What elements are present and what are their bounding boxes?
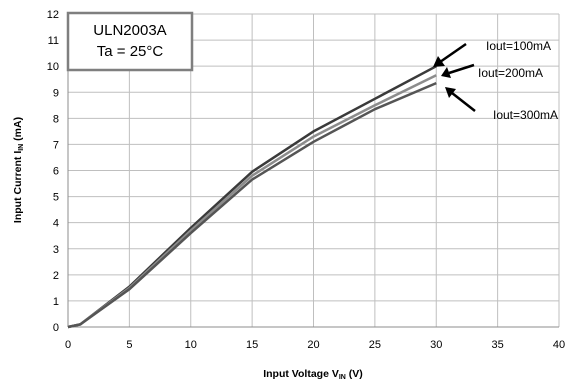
y-tick-label: 1	[53, 296, 59, 308]
arrow-200ma	[448, 63, 475, 75]
x-tick-label: 10	[185, 339, 197, 351]
arrow-100ma	[439, 42, 467, 64]
x-tick-label: 0	[65, 339, 71, 351]
y-tick-label: 12	[47, 9, 59, 21]
y-axis-title: Input Current IIN (mA)	[12, 117, 25, 223]
x-tick-label: 25	[369, 339, 381, 351]
y-tick-label: 8	[53, 113, 59, 125]
x-tick-label: 20	[307, 339, 319, 351]
info-box-frame	[66, 11, 194, 72]
arrowhead-200ma	[441, 67, 451, 78]
series-lines	[67, 65, 437, 329]
arrowhead-300ma	[445, 87, 456, 98]
y-tick-label: 5	[53, 192, 59, 204]
label-300ma: Iout=300mA	[493, 108, 558, 122]
x-tick-label: 15	[246, 339, 258, 351]
info-box-device: ULN2003A	[93, 22, 166, 39]
y-tick-label: 3	[53, 244, 59, 256]
y-tick-label: 2	[53, 270, 59, 282]
x-tick-label: 5	[126, 339, 132, 351]
y-tick-label: 4	[53, 218, 59, 230]
y-tick-label: 10	[47, 61, 59, 73]
y-tick-label: 0	[53, 322, 59, 334]
y-tick-label: 6	[53, 166, 59, 178]
x-tick-label: 40	[553, 339, 565, 351]
x-axis-title: Input Voltage VIN (V)	[263, 368, 363, 381]
arrow-300ma	[451, 92, 476, 112]
x-tick-label: 30	[430, 339, 442, 351]
label-200ma: Iout=200mA	[478, 66, 543, 80]
info-box-temperature: Ta = 25°C	[97, 43, 164, 60]
series-line-3	[67, 81, 437, 329]
x-tick-label: 35	[492, 339, 504, 351]
label-100ma: Iout=100mA	[486, 39, 551, 53]
y-tick-label: 7	[53, 139, 59, 151]
y-tick-label: 11	[48, 35, 59, 47]
info-box: ULN2003A Ta = 25°C	[66, 11, 194, 72]
annotations: Iout=100mA Iout=200mA Iout=300mA	[433, 39, 558, 122]
y-tick-label: 9	[53, 87, 59, 99]
arrowhead-100ma	[433, 56, 445, 67]
